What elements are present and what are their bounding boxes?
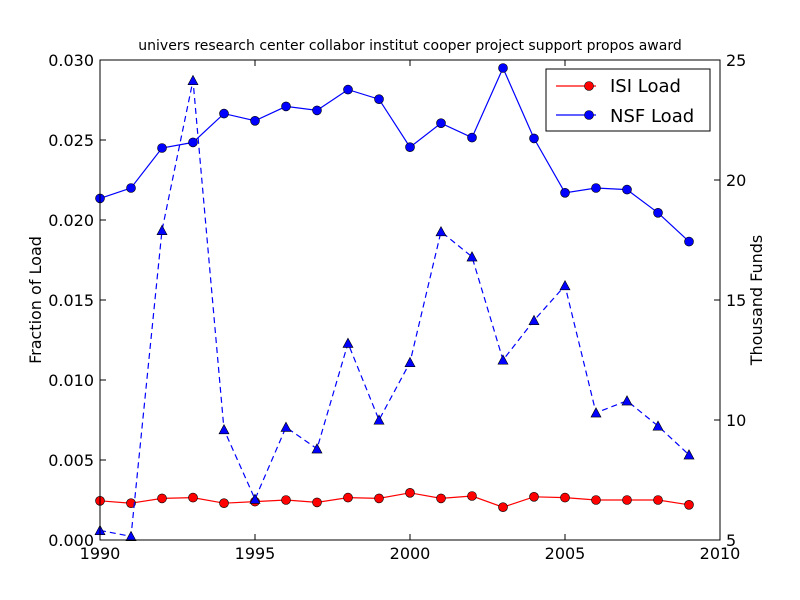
- data-point-circle: [312, 105, 322, 116]
- data-point-triangle: [342, 337, 354, 348]
- series-0: [95, 487, 694, 513]
- data-point-circle: [405, 487, 415, 498]
- data-point-triangle: [528, 314, 540, 325]
- data-point-circle: [219, 498, 229, 509]
- data-point-triangle: [187, 74, 199, 85]
- data-point-triangle: [683, 449, 695, 460]
- data-point-circle: [374, 94, 384, 104]
- data-point-triangle: [590, 407, 602, 418]
- data-point-triangle: [280, 421, 292, 432]
- plot-area: [94, 63, 695, 541]
- y-tick-label-right: 10: [726, 411, 746, 430]
- data-point-triangle: [621, 395, 633, 406]
- data-point-circle: [219, 108, 229, 119]
- legend: ISI Load NSF Load: [545, 68, 711, 132]
- data-point-circle: [188, 137, 198, 148]
- y-tick-label-right: 20: [726, 171, 746, 190]
- data-point-circle: [684, 236, 694, 247]
- y-tick-label-left: 0.030: [48, 51, 94, 70]
- data-point-circle: [126, 498, 136, 509]
- y-tick-label-left: 0.020: [48, 211, 94, 230]
- data-point-circle: [157, 493, 167, 504]
- data-point-circle: [312, 497, 322, 508]
- data-point-triangle: [652, 420, 664, 431]
- data-point-triangle: [156, 224, 168, 235]
- data-point-circle: [653, 495, 663, 505]
- data-point-circle: [591, 183, 601, 193]
- data-point-circle: [622, 184, 632, 195]
- y-tick-label-left: 0.010: [48, 371, 94, 390]
- series-1: [95, 63, 694, 247]
- data-point-circle: [374, 493, 384, 504]
- y-tick-label-right: 5: [726, 531, 736, 550]
- data-point-circle: [436, 493, 446, 504]
- x-tick-label: 1990: [80, 544, 121, 563]
- data-point-circle: [498, 63, 508, 73]
- data-point-circle: [560, 188, 570, 198]
- series-line-2: [99, 80, 690, 538]
- legend-box: [545, 68, 711, 132]
- legend-marker-isi: [584, 81, 594, 91]
- y-tick-label-right: 25: [726, 51, 746, 70]
- data-point-triangle: [497, 354, 509, 365]
- data-point-circle: [188, 492, 198, 503]
- data-point-triangle: [559, 279, 571, 291]
- y-axis-label-right: Thousand Funds: [747, 235, 766, 366]
- data-point-triangle: [249, 493, 261, 504]
- y-tick-label-left: 0.005: [48, 451, 94, 470]
- data-point-circle: [684, 499, 694, 510]
- legend-label-nsf: NSF Load: [610, 106, 694, 127]
- data-point-circle: [467, 132, 477, 143]
- x-tick-label: 2005: [545, 544, 586, 563]
- x-tick-label: 2010: [700, 544, 741, 563]
- data-point-triangle: [125, 530, 137, 541]
- y-axis-label-left: Fraction of Load: [26, 236, 45, 364]
- data-point-circle: [498, 502, 508, 513]
- y-tick-label-left: 0.000: [48, 531, 94, 550]
- data-point-circle: [529, 491, 539, 502]
- chart-title: univers research center collabor institu…: [138, 38, 681, 54]
- data-point-circle: [281, 495, 291, 505]
- data-point-circle: [250, 116, 260, 126]
- y-tick-label-left: 0.015: [48, 291, 94, 310]
- data-point-triangle: [311, 443, 323, 454]
- data-point-circle: [560, 492, 570, 503]
- y-tick-label-right: 15: [726, 291, 746, 310]
- series-2: [94, 74, 695, 541]
- data-point-circle: [343, 84, 353, 95]
- data-point-circle: [529, 133, 539, 144]
- x-tick-label: 1995: [235, 544, 276, 563]
- data-point-triangle: [435, 225, 447, 237]
- data-point-circle: [405, 142, 415, 152]
- data-point-circle: [591, 495, 601, 505]
- x-tick-label: 2000: [390, 544, 431, 563]
- data-point-circle: [436, 118, 446, 128]
- data-point-circle: [343, 492, 353, 503]
- data-point-circle: [653, 208, 663, 218]
- legend-label-isi: ISI Load: [610, 76, 681, 97]
- data-point-circle: [126, 183, 136, 193]
- data-point-circle: [281, 101, 291, 112]
- data-point-circle: [467, 491, 477, 501]
- data-point-triangle: [218, 423, 230, 435]
- series-line-1: [99, 66, 690, 243]
- data-point-triangle: [404, 356, 416, 367]
- data-point-circle: [157, 143, 167, 153]
- data-point-triangle: [466, 251, 478, 262]
- data-point-triangle: [373, 414, 385, 425]
- legend-marker-nsf: [584, 110, 594, 120]
- series-line-0: [99, 492, 690, 508]
- y-tick-label-left: 0.025: [48, 131, 94, 150]
- data-point-circle: [622, 495, 632, 505]
- ticks: 1990 1995 2000 2005 20100.0000.0050.0100.015…: [48, 51, 746, 563]
